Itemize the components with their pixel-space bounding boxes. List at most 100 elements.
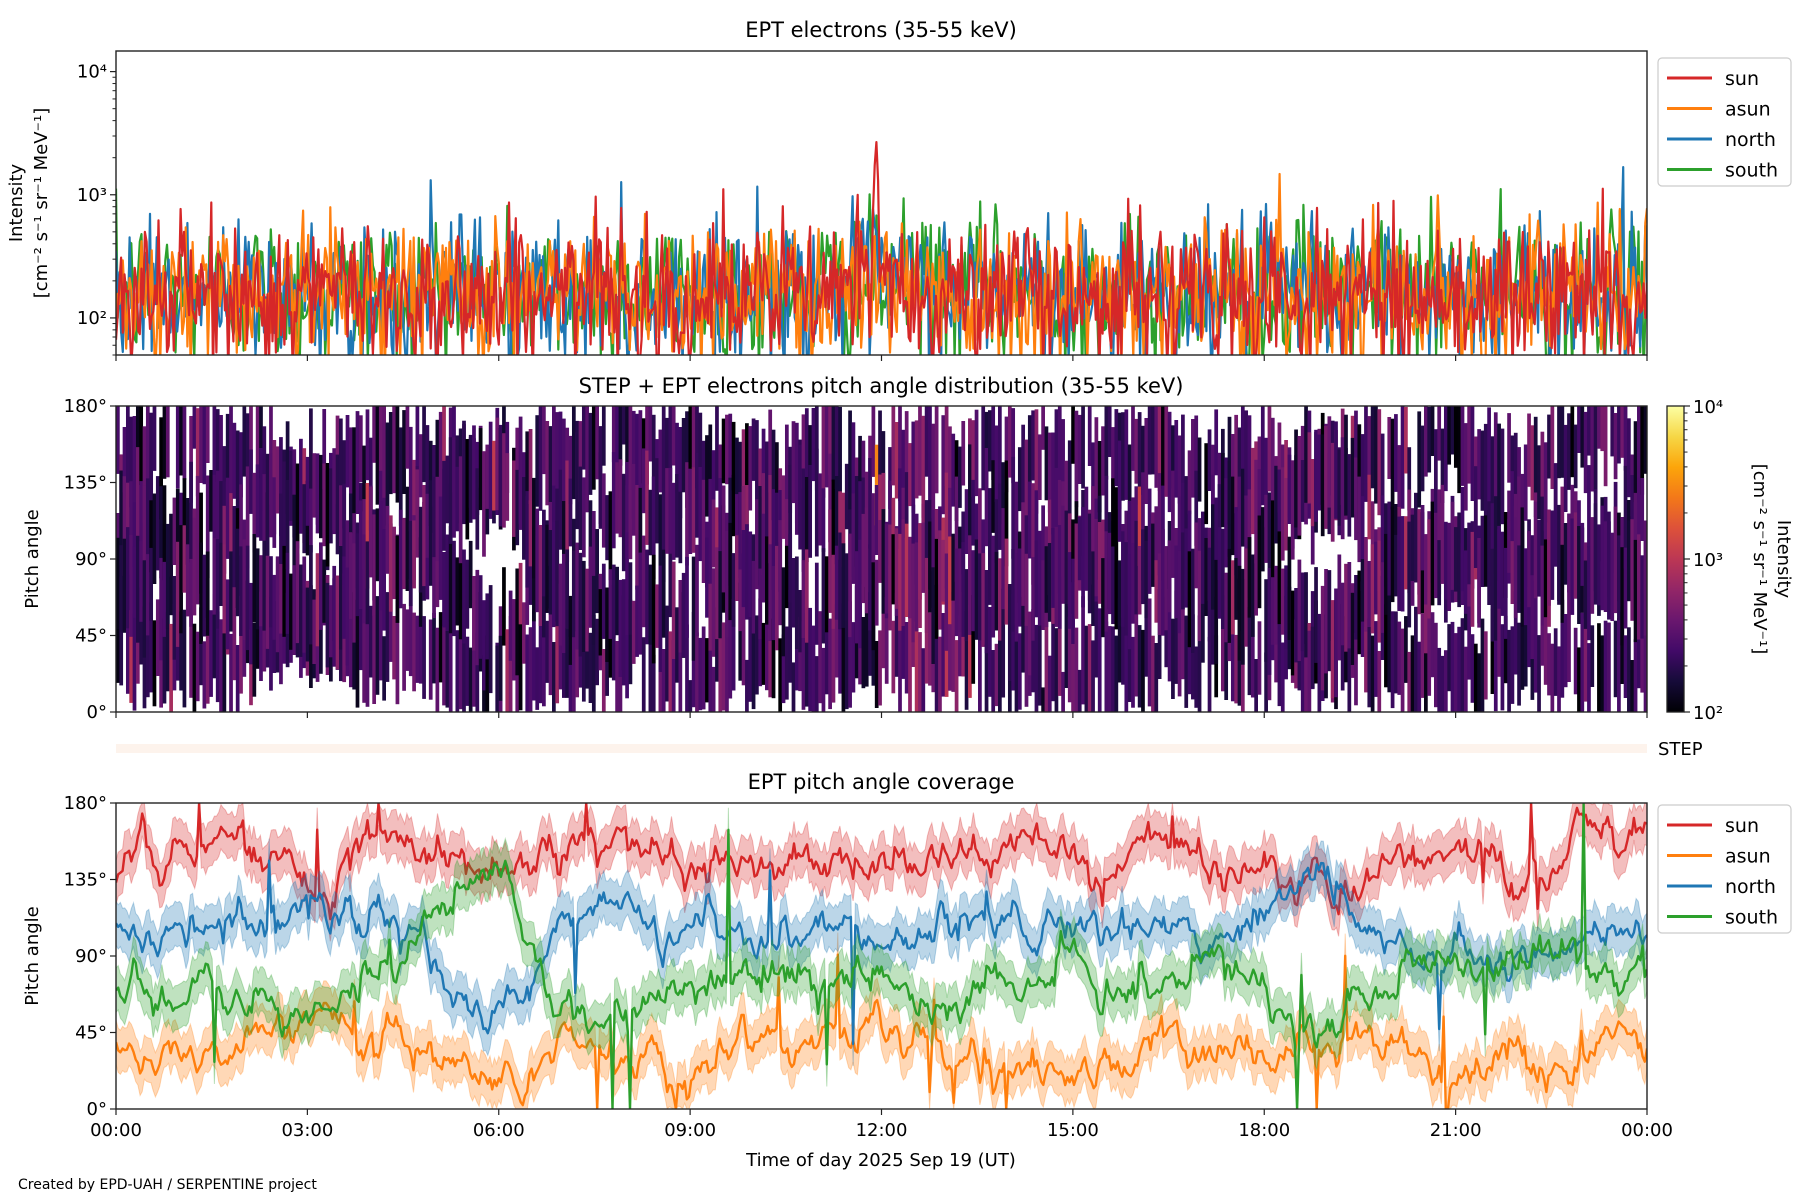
heatmap-cell <box>1031 483 1035 585</box>
heatmap-cell <box>1570 406 1575 478</box>
heatmap-cell <box>125 619 130 694</box>
heatmap-cell <box>768 628 773 698</box>
heatmap-cell <box>1567 413 1571 490</box>
heatmap-cell <box>142 485 147 590</box>
heatmap-cell <box>372 609 377 704</box>
heatmap-cell <box>658 632 663 712</box>
footer-credit: Created by EPD-UAH / SERPENTINE project <box>18 1177 317 1193</box>
heatmap-cell <box>1384 533 1388 615</box>
heatmap-cell <box>1151 635 1155 712</box>
heatmap-cell <box>1520 603 1525 690</box>
heatmap-cell <box>1330 442 1335 542</box>
heatmap-cell <box>242 406 247 477</box>
heatmap-cell <box>1057 525 1062 629</box>
heatmap-cell <box>1204 538 1209 616</box>
heatmap-cell <box>914 420 919 499</box>
heatmap-cell <box>192 623 197 712</box>
heatmap-cell <box>1397 516 1402 611</box>
heatmap-cell <box>319 542 323 630</box>
heatmap-cell <box>418 506 423 593</box>
heatmap-cell <box>1637 534 1641 640</box>
heatmap-cell <box>1057 479 1062 552</box>
heatmap-cell <box>222 505 227 574</box>
heatmap-cell <box>365 409 370 481</box>
heatmap-cell <box>948 426 952 496</box>
heatmap-cell <box>362 534 367 624</box>
heatmap-cell <box>1154 643 1159 712</box>
heatmap-cell <box>1580 612 1585 712</box>
heatmap-cell <box>1550 643 1555 712</box>
heatmap-cell <box>705 537 709 618</box>
heatmap-cell <box>741 486 746 554</box>
heatmap-cell <box>1014 481 1019 589</box>
heatmap-cell <box>1297 559 1302 661</box>
heatmap-cell <box>1264 437 1268 528</box>
heatmap-cell <box>452 540 456 637</box>
heatmap-cell <box>994 551 999 631</box>
heatmap-cell <box>1114 562 1119 630</box>
heatmap-cell <box>1111 546 1115 625</box>
heatmap-cell <box>628 489 633 560</box>
heatmap-cell <box>1174 590 1179 684</box>
heatmap-cell <box>1414 492 1418 583</box>
heatmap-cell <box>601 563 606 639</box>
heatmap-cell <box>1220 611 1225 692</box>
heatmap-cell <box>1071 614 1075 712</box>
panel1-title: EPT electrons (35-55 keV) <box>745 18 1017 42</box>
heatmap-cell <box>1074 627 1079 712</box>
heatmap-cell <box>445 534 450 631</box>
heatmap-cell <box>1227 460 1232 557</box>
heatmap-cell <box>558 563 563 646</box>
heatmap-cell <box>462 549 466 644</box>
heatmap-cell <box>675 607 679 683</box>
heatmap-cell <box>711 450 716 516</box>
heatmap-cell <box>1547 633 1551 696</box>
heatmap-cell <box>225 477 230 559</box>
heatmap-cell <box>1607 622 1611 712</box>
heatmap-cell <box>1034 490 1039 588</box>
heatmap-cell <box>1427 519 1432 619</box>
heatmap-cell <box>571 550 576 638</box>
heatmap-cell <box>1051 528 1055 608</box>
heatmap-cell <box>555 412 560 507</box>
heatmap-cell <box>1417 411 1422 508</box>
heatmap-cell <box>931 509 936 572</box>
colorbar-tick-label: 10² <box>1693 703 1723 724</box>
heatmap-cell <box>1114 409 1119 487</box>
heatmap-cell <box>1327 570 1332 672</box>
heatmap-cell <box>295 463 300 549</box>
heatmap-cell <box>1077 669 1082 712</box>
heatmap-cell <box>1573 627 1578 695</box>
heatmap-cell <box>452 437 456 538</box>
heatmap-cell <box>1347 632 1352 712</box>
heatmap-cell <box>1154 506 1159 571</box>
legend-box <box>1657 804 1792 934</box>
heatmap-cell <box>229 406 233 507</box>
heatmap-cell <box>1300 606 1305 712</box>
heatmap-cell <box>848 601 852 708</box>
heatmap-cell <box>525 491 530 588</box>
heatmap-cell <box>1174 420 1179 498</box>
heatmap-cell <box>232 422 237 499</box>
heatmap-cell <box>1367 561 1372 627</box>
heatmap-cell <box>272 574 277 640</box>
heatmap-cell <box>1380 562 1385 633</box>
coverage-band-south <box>116 803 1647 1109</box>
heatmap-cell <box>458 456 463 564</box>
heatmap-cell <box>1084 486 1089 591</box>
heatmap-cell <box>971 550 976 632</box>
heatmap-cell <box>1304 572 1308 658</box>
heatmap-cell <box>898 468 902 549</box>
heatmap-cell <box>1510 626 1515 704</box>
heatmap-cell <box>408 578 413 677</box>
heatmap-cell <box>618 459 623 538</box>
heatmap-cell <box>648 406 653 462</box>
heatmap-cell <box>1500 531 1505 608</box>
heatmap-cell <box>1270 500 1275 590</box>
heatmap-cell <box>1600 635 1605 712</box>
heatmap-cell <box>119 470 124 566</box>
heatmap-cell <box>588 632 593 703</box>
heatmap-cell <box>751 418 756 481</box>
heatmap-cell <box>1037 530 1042 626</box>
heatmap-cell <box>515 568 520 676</box>
